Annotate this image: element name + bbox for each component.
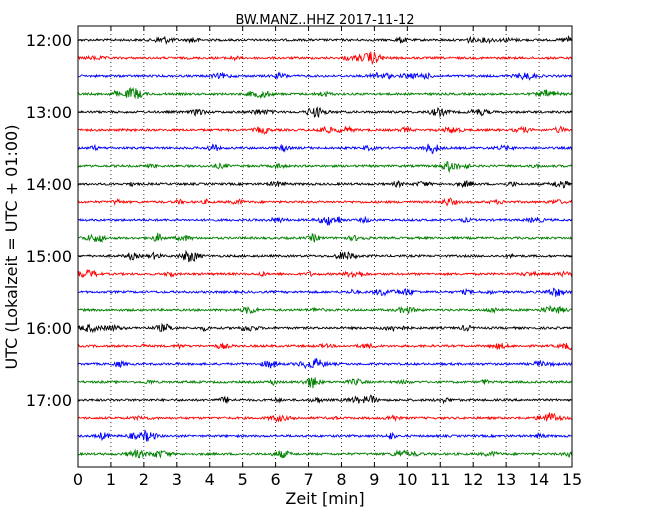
trace-line — [77, 161, 573, 174]
x-tick-label: 11 — [430, 470, 450, 489]
trace-line — [77, 51, 573, 66]
trace-line — [77, 106, 573, 119]
trace-line — [77, 412, 573, 423]
y-axis-label: UTC (Lokalzeit = UTC + 01:00) — [2, 125, 21, 370]
x-tick-label: 6 — [271, 470, 281, 489]
plot-frame — [77, 25, 573, 468]
trace-line — [77, 304, 573, 315]
y-tick-label: 16:00 — [26, 319, 72, 338]
y-tick-label: 15:00 — [26, 247, 72, 266]
x-axis-label: Zeit [min] — [285, 489, 364, 508]
trace-line — [77, 35, 573, 45]
x-tick-label: 12 — [463, 470, 483, 489]
x-tick-label: 9 — [369, 470, 379, 489]
y-tick-label: 14:00 — [26, 175, 72, 194]
x-tick-label: 5 — [238, 470, 248, 489]
trace-line — [77, 322, 573, 334]
trace-line — [77, 232, 573, 244]
x-tick-label: 4 — [205, 470, 215, 489]
x-tick-label: 14 — [529, 470, 549, 489]
x-tick-label: 7 — [303, 470, 313, 489]
trace-line — [77, 429, 573, 442]
trace-line — [77, 197, 573, 207]
trace-line — [77, 448, 573, 459]
trace-line — [77, 179, 573, 189]
trace-line — [77, 287, 573, 297]
trace-line — [77, 71, 573, 81]
x-axis-ticks: 0 1 2 3 4 5 6 7 8 9 10 11 12 13 14 15 — [73, 26, 582, 489]
trace-line — [77, 86, 573, 100]
trace-group — [77, 35, 573, 459]
vertical-gridlines — [110, 26, 540, 467]
trace-line — [77, 377, 573, 389]
trace-line — [77, 358, 573, 370]
x-tick-label: 3 — [172, 470, 182, 489]
y-tick-label: 13:00 — [26, 103, 72, 122]
trace-line — [77, 249, 573, 263]
trace-line — [77, 269, 573, 279]
trace-line — [77, 143, 573, 155]
x-tick-label: 13 — [496, 470, 516, 489]
chart-title: BW.MANZ..HHZ 2017-11-12 — [235, 13, 414, 28]
trace-line — [77, 394, 573, 405]
x-tick-label: 10 — [397, 470, 417, 489]
y-axis-ticks: 12:00 13:00 14:00 15:00 16:00 17:00 — [26, 31, 572, 410]
x-tick-label: 0 — [73, 470, 83, 489]
x-tick-label: 1 — [106, 470, 116, 489]
x-tick-label: 8 — [336, 470, 346, 489]
trace-line — [77, 125, 573, 135]
trace-line — [77, 342, 573, 351]
y-tick-label: 12:00 — [26, 31, 72, 50]
trace-line — [77, 215, 573, 226]
x-tick-label: 15 — [562, 470, 582, 489]
y-tick-label: 17:00 — [26, 391, 72, 410]
x-tick-label: 2 — [139, 470, 149, 489]
